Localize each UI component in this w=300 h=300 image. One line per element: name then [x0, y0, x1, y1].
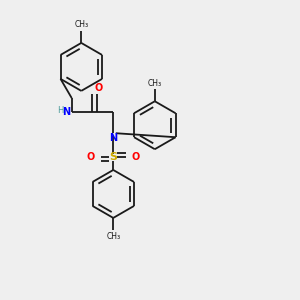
- Text: H: H: [57, 106, 64, 115]
- Text: S: S: [109, 152, 117, 162]
- Text: CH₃: CH₃: [148, 79, 162, 88]
- Text: O: O: [94, 82, 102, 93]
- Text: CH₃: CH₃: [74, 20, 88, 29]
- Text: CH₃: CH₃: [106, 232, 120, 241]
- Text: O: O: [131, 152, 140, 162]
- Text: N: N: [62, 107, 70, 117]
- Text: O: O: [87, 152, 95, 162]
- Text: N: N: [109, 133, 117, 143]
